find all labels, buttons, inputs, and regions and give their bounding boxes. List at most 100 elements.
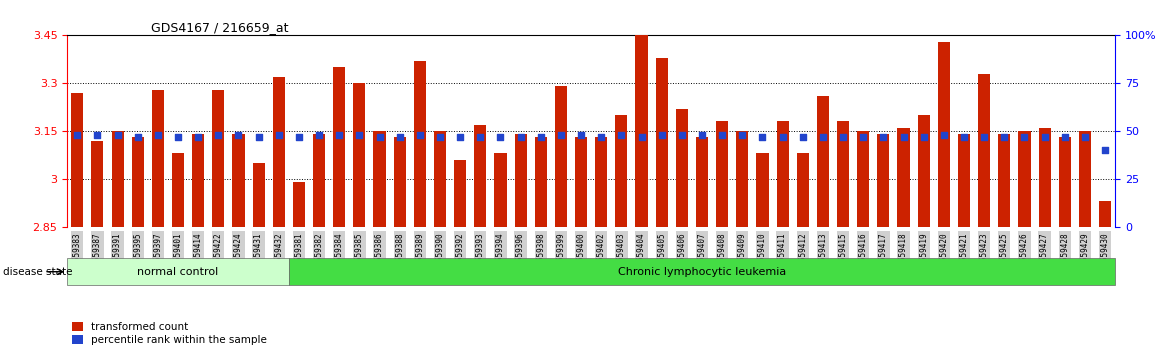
Bar (555, 86, 567, 227)
Point (551, 132, 570, 138)
Point (310, 132, 329, 138)
Bar (979, 74, 990, 227)
Bar (797, 153, 808, 227)
Bar (233, 134, 244, 227)
Bar (535, 137, 547, 227)
Point (673, 132, 691, 138)
Bar (1058, 137, 1071, 227)
Bar (917, 115, 930, 227)
Bar (514, 134, 527, 227)
Bar (192, 134, 204, 227)
Point (169, 134, 188, 139)
Bar (394, 137, 405, 227)
Bar (1079, 131, 1091, 227)
Bar (595, 137, 607, 227)
Point (954, 134, 973, 139)
Point (189, 134, 207, 139)
Bar (132, 137, 144, 227)
Bar (171, 153, 184, 227)
Point (592, 134, 610, 139)
Point (753, 134, 771, 139)
Bar (334, 67, 345, 227)
Bar (998, 134, 1010, 227)
Point (270, 132, 288, 138)
Point (471, 134, 490, 139)
Bar (454, 160, 467, 227)
Point (995, 134, 1013, 139)
Bar (152, 90, 164, 227)
Bar (837, 121, 849, 227)
Point (975, 134, 994, 139)
Point (129, 134, 147, 139)
Point (572, 132, 591, 138)
Point (1095, 147, 1114, 153)
Bar (938, 42, 950, 227)
Bar (816, 96, 829, 227)
Bar (857, 131, 870, 227)
Bar (736, 131, 748, 227)
Point (874, 134, 893, 139)
Point (431, 134, 449, 139)
Point (148, 132, 167, 138)
Point (88, 132, 107, 138)
Bar (696, 137, 708, 227)
Bar (897, 128, 909, 227)
Bar (676, 109, 688, 227)
Text: GDS4167 / 216659_at: GDS4167 / 216659_at (151, 21, 288, 34)
Point (411, 132, 430, 138)
Point (814, 134, 833, 139)
Point (210, 132, 228, 138)
Bar (313, 134, 325, 227)
Point (68, 132, 87, 138)
Point (450, 134, 469, 139)
Point (853, 134, 872, 139)
Bar (293, 182, 305, 227)
Point (834, 134, 852, 139)
Bar (71, 93, 83, 227)
FancyBboxPatch shape (288, 258, 1115, 285)
Point (613, 132, 631, 138)
Point (632, 134, 651, 139)
Point (652, 132, 670, 138)
Bar (252, 163, 265, 227)
Bar (434, 131, 446, 227)
Point (1055, 134, 1073, 139)
Point (290, 134, 308, 139)
Point (774, 134, 792, 139)
Point (935, 132, 953, 138)
Bar (958, 134, 970, 227)
Point (713, 132, 732, 138)
Bar (475, 125, 486, 227)
Point (512, 134, 530, 139)
Point (371, 134, 389, 139)
Bar (777, 121, 789, 227)
Point (249, 134, 267, 139)
Text: disease state: disease state (3, 267, 73, 276)
Point (915, 134, 933, 139)
FancyBboxPatch shape (67, 258, 288, 285)
Point (532, 134, 550, 139)
Bar (615, 115, 628, 227)
Text: normal control: normal control (138, 267, 219, 277)
Point (894, 134, 913, 139)
Point (793, 134, 812, 139)
Point (491, 134, 510, 139)
Bar (655, 58, 668, 227)
Bar (878, 134, 889, 227)
Bar (111, 131, 124, 227)
Point (1076, 134, 1094, 139)
Bar (636, 32, 647, 227)
Point (733, 132, 752, 138)
Point (1035, 134, 1054, 139)
Bar (756, 153, 769, 227)
Bar (576, 137, 587, 227)
Point (1016, 134, 1034, 139)
Text: Chronic lymphocytic leukemia: Chronic lymphocytic leukemia (618, 267, 786, 277)
Point (692, 132, 711, 138)
Bar (413, 61, 426, 227)
Bar (1018, 131, 1031, 227)
Bar (273, 77, 285, 227)
Legend: transformed count, percentile rank within the sample: transformed count, percentile rank withi… (72, 322, 267, 345)
Bar (1039, 128, 1050, 227)
Point (109, 132, 127, 138)
